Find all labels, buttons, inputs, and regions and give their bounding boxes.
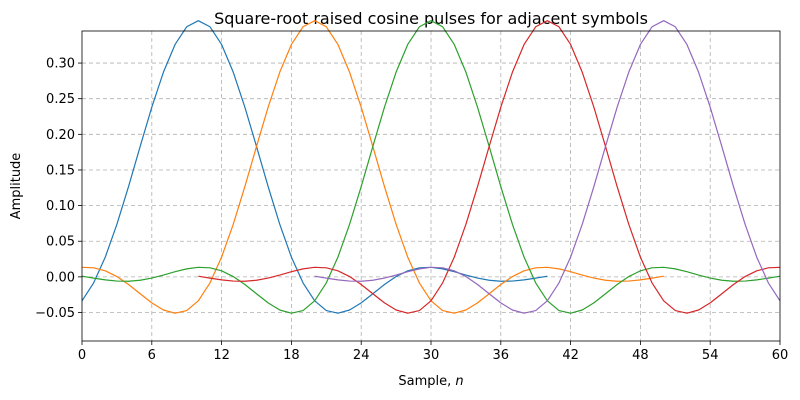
y-tick-label: 0.00 [46, 270, 75, 285]
y-tick-label: 0.30 [46, 57, 75, 72]
series-group [81, 20, 781, 314]
x-axis-title: Sample, n [398, 374, 463, 389]
x-tick-label: 0 [78, 348, 86, 363]
y-tick-label: 0.15 [46, 163, 75, 178]
y-tick-label: 0.10 [46, 199, 75, 214]
x-axis-ticks: 0 6 12 18 24 30 36 42 48 54 60 [78, 341, 788, 363]
x-tick-label: 42 [562, 348, 579, 363]
x-tick-label: 24 [353, 348, 370, 363]
x-tick-label: 12 [213, 348, 230, 363]
y-axis-title: Amplitude [9, 153, 24, 220]
x-tick-label: 18 [283, 348, 300, 363]
x-tick-label: 60 [772, 348, 789, 363]
chart-title: Square-root raised cosine pulses for adj… [214, 9, 648, 28]
x-axis-title-text: Sample, [398, 374, 455, 389]
grid [82, 31, 780, 341]
y-tick-label: 0.05 [46, 235, 75, 250]
x-tick-label: 54 [702, 348, 719, 363]
x-tick-label: 36 [493, 348, 510, 363]
x-tick-label: 30 [423, 348, 440, 363]
pulse-line-5 [314, 20, 781, 314]
pulse-line-4 [198, 20, 781, 314]
x-tick-label: 6 [148, 348, 156, 363]
y-tick-label: −0.05 [35, 306, 75, 321]
y-tick-label: 0.20 [46, 128, 75, 143]
y-tick-label: 0.25 [46, 92, 75, 107]
x-axis-title-variable: n [455, 374, 463, 389]
pulse-line-3 [81, 20, 781, 314]
y-axis-ticks: −0.05 0.00 0.05 0.10 0.15 0.20 0.25 0.30 [35, 57, 82, 321]
x-tick-label: 48 [632, 348, 649, 363]
pulse-line-2 [81, 20, 664, 314]
